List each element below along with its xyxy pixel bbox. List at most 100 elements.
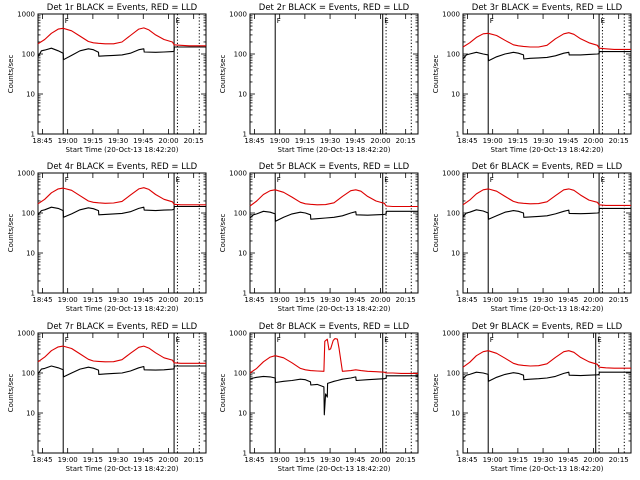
x-tick-label: 18:45 [32,456,52,464]
interval-marker-label: F [277,176,281,184]
x-tick-label: 19:00 [58,456,78,464]
plot-frame [249,332,419,454]
x-tick-label: 19:30 [320,137,340,145]
x-tick-label: 20:15 [184,137,204,145]
chart-panel-4: Det 4r BLACK = Events, RED = LLD 1 10 100 10… [7,162,207,313]
panel-title: Det 2r BLACK = Events, RED = LLD [259,3,410,13]
panel-title: Det 1r BLACK = Events, RED = LLD [47,3,198,13]
y-tick-label: 100 [234,51,247,59]
y-tick-label: 100 [447,210,460,218]
y-tick-label: 1 [243,131,247,139]
x-tick-label: 19:45 [133,137,153,145]
y-tick-label: 100 [447,51,460,59]
x-tick-label: 19:30 [108,137,128,145]
x-tick-label: 19:45 [558,137,578,145]
x-tick-label: 18:45 [244,137,264,145]
panel-title: Det 7r BLACK = Events, RED = LLD [47,322,198,332]
x-axis-title: Start Time (20-Oct-13 18:42:20) [491,305,604,313]
x-tick-label: 19:00 [270,296,290,304]
x-tick-label: 19:15 [295,296,315,304]
x-tick-label: 19:45 [133,456,153,464]
chart-panel-3: Det 3r BLACK = Events, RED = LLD 1 10 100 10… [432,3,632,154]
y-tick-label: 1000 [442,11,460,19]
panel-title: Det 9r BLACK = Events, RED = LLD [472,322,623,332]
y-tick-label: 1 [456,290,460,298]
x-tick-label: 19:45 [558,296,578,304]
x-tick-label: 19:00 [270,137,290,145]
x-tick-label: 19:45 [345,456,365,464]
series-line-events [37,46,206,61]
x-axis-title: Start Time (20-Oct-13 18:42:20) [66,305,179,313]
x-tick-label: 19:00 [483,456,503,464]
y-axis-title: Counts/sec [432,55,440,94]
x-tick-label: 20:00 [583,137,603,145]
y-tick-label: 100 [447,370,460,378]
chart-panel-5: Det 5r BLACK = Events, RED = LLD 1 10 100 10… [219,162,419,313]
series-line-lld [462,350,631,369]
chart-panel-7: Det 7r BLACK = Events, RED = LLD 1 10 100 10… [7,322,207,473]
y-tick-label: 1000 [229,170,247,178]
panel-title: Det 6r BLACK = Events, RED = LLD [472,162,623,172]
x-tick-label: 20:15 [396,456,416,464]
x-tick-label: 20:15 [184,456,204,464]
x-tick-label: 19:30 [533,137,553,145]
interval-marker-label: F [490,176,494,184]
chart-panel-6: Det 6r BLACK = Events, RED = LLD 1 10 100 10… [432,162,632,313]
x-tick-label: 19:00 [483,137,503,145]
x-axis-title: Start Time (20-Oct-13 18:42:20) [491,146,604,154]
x-axis-title: Start Time (20-Oct-13 18:42:20) [278,305,391,313]
y-axis-title: Counts/sec [432,374,440,413]
x-tick-label: 20:00 [370,456,390,464]
x-tick-label: 19:15 [83,137,103,145]
y-tick-label: 1000 [442,170,460,178]
interval-marker-label: F [277,17,281,25]
y-tick-label: 10 [451,250,460,258]
series-line-events [249,210,418,222]
x-tick-label: 20:15 [609,137,629,145]
y-tick-label: 1000 [17,330,35,338]
x-tick-label: 18:45 [457,456,477,464]
plot-frame [249,172,419,294]
x-tick-label: 19:15 [295,137,315,145]
interval-marker-label: F [490,17,494,25]
y-tick-label: 10 [26,410,35,418]
interval-marker-label: F [65,336,69,344]
y-tick-label: 100 [234,210,247,218]
interval-marker-label: F [65,176,69,184]
x-tick-label: 19:15 [508,296,528,304]
x-tick-label: 18:45 [244,456,264,464]
panel-title: Det 4r BLACK = Events, RED = LLD [47,162,198,172]
y-tick-label: 1000 [17,170,35,178]
x-tick-label: 18:45 [457,296,477,304]
x-tick-label: 20:15 [396,137,416,145]
x-tick-label: 19:45 [558,456,578,464]
x-tick-label: 19:45 [345,137,365,145]
series-line-lld [462,188,631,206]
x-tick-label: 19:30 [108,296,128,304]
y-tick-label: 1000 [229,11,247,19]
x-axis-title: Start Time (20-Oct-13 18:42:20) [66,465,179,473]
y-tick-label: 1 [31,450,35,458]
series-line-events [37,365,206,378]
interval-marker-label: F [490,336,494,344]
y-axis-title: Counts/sec [432,214,440,253]
y-tick-label: 1000 [17,11,35,19]
y-tick-label: 1000 [229,330,247,338]
series-line-lld [249,338,418,374]
x-tick-label: 19:15 [295,456,315,464]
x-tick-label: 19:30 [320,456,340,464]
x-tick-label: 20:00 [158,137,178,145]
y-tick-label: 10 [238,91,247,99]
y-tick-label: 1 [456,131,460,139]
interval-marker-label: F [277,336,281,344]
plot-frame [249,13,419,135]
y-tick-label: 10 [238,410,247,418]
x-tick-label: 19:15 [83,456,103,464]
x-tick-label: 20:00 [583,456,603,464]
x-axis-title: Start Time (20-Oct-13 18:42:20) [66,146,179,154]
x-tick-label: 19:30 [533,296,553,304]
series-line-events [249,375,418,416]
series-line-lld [37,187,206,206]
x-tick-label: 19:45 [133,296,153,304]
